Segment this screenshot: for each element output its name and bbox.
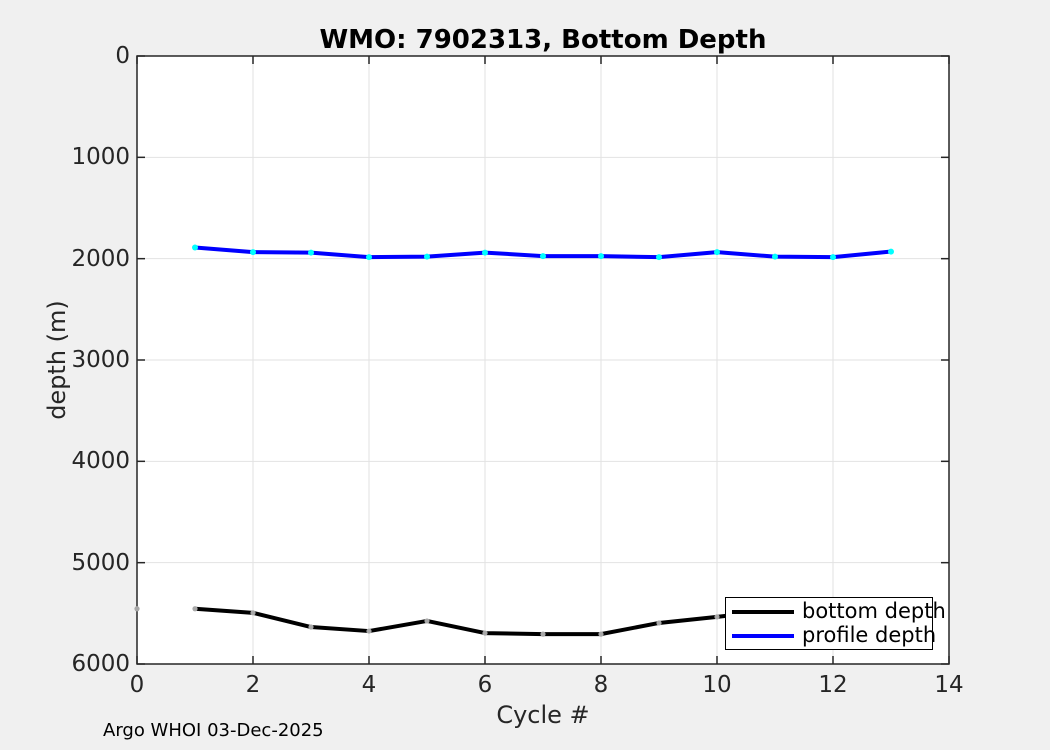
x-tick-label: 0 [129, 672, 145, 698]
bottom-depth-marker [134, 606, 140, 612]
bottom-depth-marker [540, 631, 546, 637]
x-tick-label: 2 [245, 672, 261, 698]
y-tick-label: 4000 [71, 448, 130, 475]
bottom-depth-marker [366, 628, 372, 634]
bottom-depth-marker [656, 620, 662, 626]
legend-label: bottom depth [802, 599, 946, 623]
y-tick-label: 5000 [71, 549, 130, 576]
legend-line-sample-bottom-depth [732, 609, 794, 614]
profile-depth-marker [830, 254, 836, 261]
bottom-depth-marker [482, 630, 488, 636]
profile-depth-marker [250, 249, 256, 256]
profile-depth-marker [888, 248, 894, 255]
x-tick-label: 8 [593, 672, 609, 698]
x-tick-label: 10 [702, 672, 732, 698]
profile-depth-marker [772, 253, 778, 260]
profile-depth-marker [598, 253, 604, 260]
y-tick-label: 0 [115, 43, 130, 69]
profile-depth-marker [366, 254, 372, 261]
y-tick-label: 3000 [71, 347, 130, 373]
x-tick-label: 6 [477, 672, 493, 698]
bottom-depth-marker [714, 614, 720, 620]
profile-depth-marker [482, 249, 488, 256]
x-tick-label: 12 [818, 672, 848, 698]
x-tick-label: 4 [361, 672, 377, 698]
x-axis-label: Cycle # [496, 701, 590, 729]
profile-depth-marker [714, 249, 720, 256]
profile-depth-marker [656, 254, 662, 261]
bottom-depth-marker [308, 624, 314, 630]
profile-depth-marker [308, 249, 314, 256]
x-tick-label: 14 [934, 672, 964, 698]
legend-item: bottom depth [732, 601, 946, 622]
bottom-depth-marker [192, 606, 198, 612]
y-tick-label: 6000 [71, 651, 130, 677]
y-tick-label: 2000 [71, 245, 130, 272]
bottom-depth-marker [250, 610, 256, 616]
legend-label: profile depth [802, 623, 937, 647]
bottom-depth-marker [424, 618, 430, 624]
footer-text: Argo WHOI 03-Dec-2025 [103, 720, 324, 741]
profile-depth-marker [192, 244, 198, 251]
legend-line-sample-profile-depth [732, 633, 794, 638]
legend-item: profile depth [732, 625, 936, 646]
legend: bottom depth profile depth [725, 597, 946, 650]
y-tick-label: 1000 [71, 144, 130, 171]
profile-depth-marker [424, 253, 430, 260]
bottom-depth-marker [598, 631, 604, 637]
chart-title: WMO: 7902313, Bottom Depth [319, 25, 767, 55]
profile-depth-marker [540, 253, 546, 260]
